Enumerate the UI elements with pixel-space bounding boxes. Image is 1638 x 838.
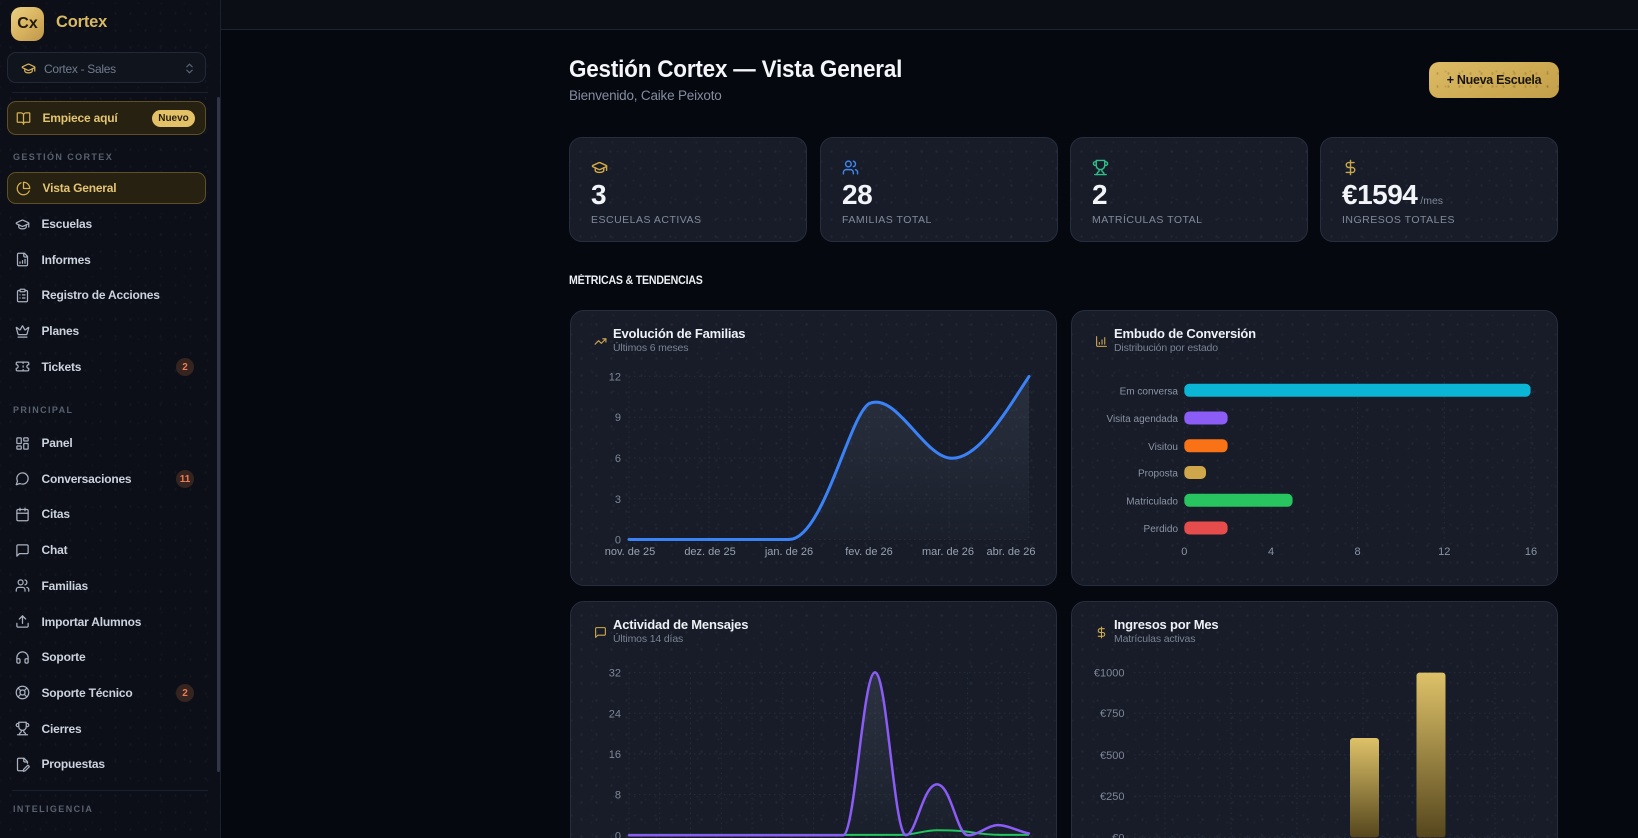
svg-text:16: 16 [609, 749, 621, 761]
svg-text:Proposta: Proposta [1138, 469, 1178, 480]
svg-text:0: 0 [615, 535, 621, 547]
svg-text:Visitou: Visitou [1148, 442, 1178, 453]
svg-text:3: 3 [615, 494, 621, 506]
svg-text:0: 0 [615, 830, 621, 838]
svg-text:16: 16 [1525, 546, 1537, 558]
svg-text:9: 9 [615, 412, 621, 424]
svg-text:jan. de 26: jan. de 26 [764, 546, 813, 558]
svg-text:6: 6 [615, 453, 621, 465]
svg-text:Perdido: Perdido [1144, 524, 1179, 535]
svg-text:nov. de 25: nov. de 25 [605, 546, 656, 558]
svg-text:€500: €500 [1100, 750, 1124, 762]
svg-text:€1000: €1000 [1094, 668, 1125, 680]
svg-text:8: 8 [1355, 546, 1361, 558]
svg-text:32: 32 [609, 668, 621, 680]
svg-text:Em conversa: Em conversa [1120, 386, 1179, 397]
svg-text:12: 12 [1438, 546, 1450, 558]
svg-text:8: 8 [615, 790, 621, 802]
svg-text:0: 0 [1181, 546, 1187, 558]
svg-text:abr. de 26: abr. de 26 [987, 546, 1036, 558]
svg-text:4: 4 [1268, 546, 1274, 558]
svg-text:€750: €750 [1100, 708, 1124, 720]
svg-text:12: 12 [609, 371, 621, 383]
svg-text:Matriculado: Matriculado [1126, 496, 1178, 507]
svg-text:dez. de 25: dez. de 25 [684, 546, 735, 558]
svg-text:24: 24 [609, 708, 621, 720]
svg-text:Visita agendada: Visita agendada [1106, 414, 1178, 425]
svg-text:fev. de 26: fev. de 26 [845, 546, 893, 558]
svg-text:mar. de 26: mar. de 26 [922, 546, 974, 558]
svg-text:€0: €0 [1112, 832, 1124, 838]
svg-text:€250: €250 [1100, 791, 1124, 803]
